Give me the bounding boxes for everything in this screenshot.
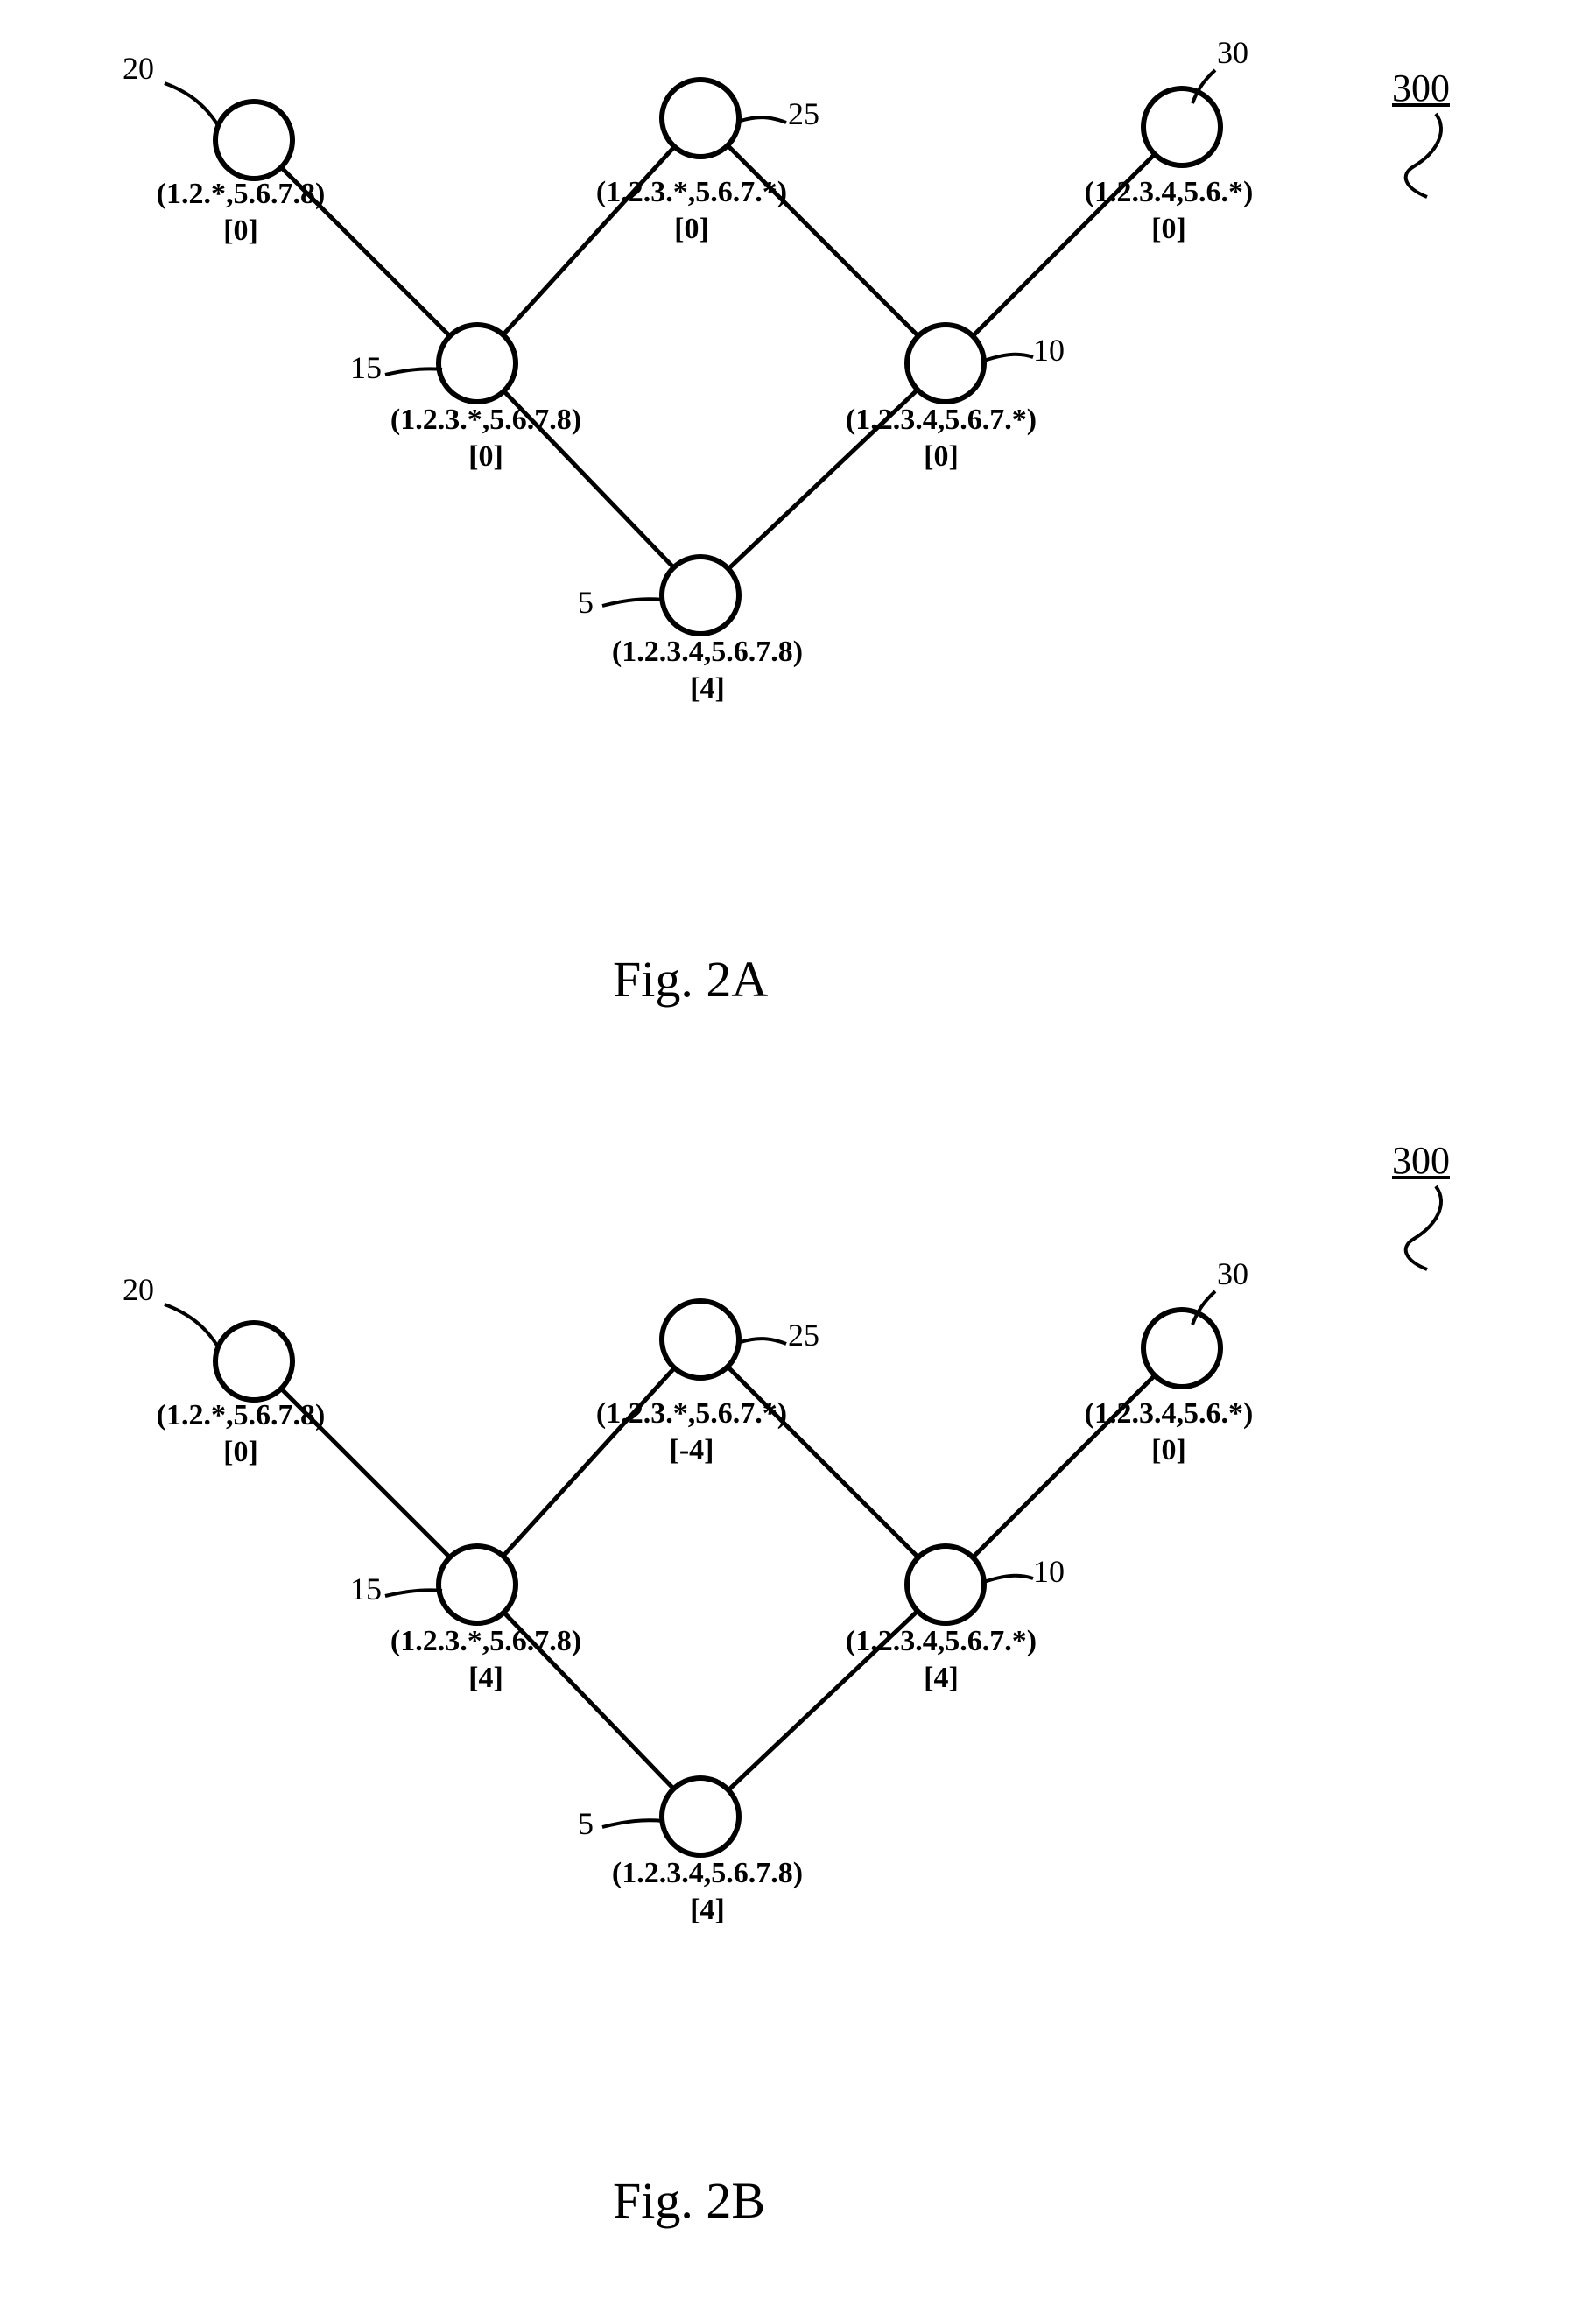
callout-ref-15: 15 bbox=[350, 1571, 382, 1606]
node-10 bbox=[907, 325, 984, 402]
node-30 bbox=[1143, 88, 1220, 165]
node-bracket-5: [4] bbox=[690, 672, 725, 705]
node-25 bbox=[662, 1301, 739, 1378]
callout-curve-25 bbox=[741, 1339, 786, 1344]
callout-ref-30: 30 bbox=[1217, 35, 1248, 70]
callout-curve-10 bbox=[984, 1576, 1033, 1582]
callout-ref-25: 25 bbox=[788, 96, 819, 131]
node-bracket-15: [0] bbox=[468, 440, 503, 473]
figure-B: 20 (1.2.*,5.6.7.8) [0] 25 (1.2.3.*,5.6.7.*) [… bbox=[123, 1256, 1253, 1926]
node-5 bbox=[662, 557, 739, 634]
callout-curve-15 bbox=[385, 369, 442, 375]
node-bracket-30: [0] bbox=[1151, 213, 1186, 245]
node-15 bbox=[439, 325, 516, 402]
edge-25-10 bbox=[728, 1367, 918, 1557]
node-10 bbox=[907, 1546, 984, 1623]
node-15 bbox=[439, 1546, 516, 1623]
figure-caption-A: Fig. 2A bbox=[613, 950, 768, 1009]
node-tuple-5: (1.2.3.4,5.6.7.8) bbox=[612, 1857, 803, 1889]
node-tuple-15: (1.2.3.*,5.6.7.8) bbox=[390, 404, 581, 436]
diagram-canvas: 20 (1.2.*,5.6.7.8) [0] 25 (1.2.3.*,5.6.7.*) [… bbox=[0, 0, 1596, 2313]
callout-ref-15: 15 bbox=[350, 350, 382, 385]
callout-ref-10: 10 bbox=[1033, 1554, 1065, 1589]
node-bracket-5: [4] bbox=[690, 1894, 725, 1926]
node-bracket-30: [0] bbox=[1151, 1434, 1186, 1466]
callout-curve-10 bbox=[984, 355, 1033, 361]
callout-curve-5 bbox=[602, 599, 664, 606]
node-30 bbox=[1143, 1310, 1220, 1387]
node-5 bbox=[662, 1778, 739, 1855]
node-tuple-25: (1.2.3.*,5.6.7.*) bbox=[596, 1397, 787, 1430]
node-tuple-25: (1.2.3.*,5.6.7.*) bbox=[596, 176, 787, 208]
node-bracket-10: [0] bbox=[924, 440, 959, 473]
node-bracket-20: [0] bbox=[223, 1436, 258, 1468]
figure-ref-A: 300 bbox=[1392, 66, 1450, 110]
edge-25-10 bbox=[728, 145, 918, 336]
node-tuple-20: (1.2.*,5.6.7.8) bbox=[157, 178, 326, 210]
node-tuple-10: (1.2.3.4,5.6.7.*) bbox=[846, 404, 1037, 436]
node-tuple-15: (1.2.3.*,5.6.7.8) bbox=[390, 1625, 581, 1657]
callout-ref-10: 10 bbox=[1033, 333, 1065, 368]
callout-ref-20: 20 bbox=[123, 1272, 154, 1307]
node-tuple-10: (1.2.3.4,5.6.7.*) bbox=[846, 1625, 1037, 1657]
callout-ref-25: 25 bbox=[788, 1318, 819, 1353]
callout-curve-5 bbox=[602, 1820, 664, 1827]
node-tuple-30: (1.2.3.4,5.6.*) bbox=[1085, 176, 1254, 208]
callout-curve-25 bbox=[741, 117, 786, 123]
callout-ref-5: 5 bbox=[578, 585, 594, 620]
callout-curve-20 bbox=[165, 1304, 219, 1348]
edge-25-15 bbox=[503, 147, 675, 335]
figure-ref-B: 300 bbox=[1392, 1138, 1450, 1183]
figure-caption-B: Fig. 2B bbox=[613, 2171, 765, 2230]
node-bracket-20: [0] bbox=[223, 214, 258, 247]
node-25 bbox=[662, 80, 739, 157]
callout-curve-15 bbox=[385, 1590, 442, 1596]
node-bracket-15: [4] bbox=[468, 1662, 503, 1694]
node-20 bbox=[215, 1323, 292, 1400]
callout-ref-5: 5 bbox=[578, 1806, 594, 1841]
node-bracket-10: [4] bbox=[924, 1662, 959, 1694]
figure-A: 20 (1.2.*,5.6.7.8) [0] 25 (1.2.3.*,5.6.7.*) [… bbox=[123, 35, 1253, 705]
node-tuple-5: (1.2.3.4,5.6.7.8) bbox=[612, 636, 803, 668]
edge-25-15 bbox=[503, 1368, 675, 1557]
figure-ref-hook-A bbox=[1406, 114, 1441, 197]
node-tuple-20: (1.2.*,5.6.7.8) bbox=[157, 1399, 326, 1431]
node-tuple-30: (1.2.3.4,5.6.*) bbox=[1085, 1397, 1254, 1430]
node-20 bbox=[215, 102, 292, 179]
callout-curve-20 bbox=[165, 83, 219, 127]
node-bracket-25: [0] bbox=[674, 213, 709, 245]
page-root: 20 (1.2.*,5.6.7.8) [0] 25 (1.2.3.*,5.6.7.*) [… bbox=[0, 0, 1596, 2313]
callout-ref-30: 30 bbox=[1217, 1256, 1248, 1291]
callout-ref-20: 20 bbox=[123, 51, 154, 86]
node-bracket-25: [-4] bbox=[670, 1434, 714, 1466]
figure-ref-hook-B bbox=[1406, 1186, 1441, 1269]
